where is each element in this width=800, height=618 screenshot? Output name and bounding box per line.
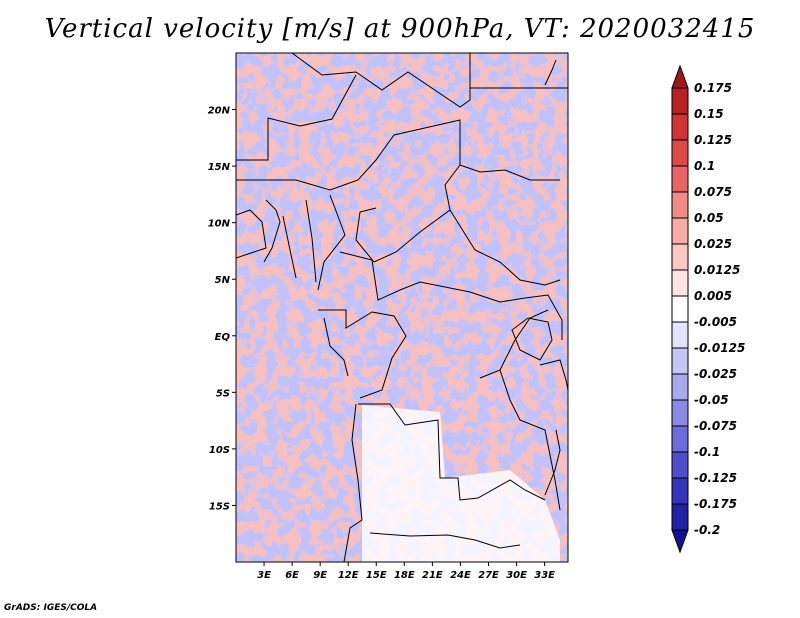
- lat-tick-label: 5S: [216, 388, 230, 399]
- colorbar-label: 0.1: [694, 159, 715, 173]
- lon-tick-label: 12E: [338, 570, 359, 581]
- lon-tick-label: 24E: [450, 570, 471, 581]
- colorbar-swatch: [671, 347, 689, 375]
- colorbar-label: -0.125: [694, 471, 737, 485]
- colorbar-label: -0.025: [694, 367, 737, 381]
- lat-tick-label: 15N: [208, 162, 231, 173]
- colorbar-swatch: [671, 165, 689, 193]
- longitude-axis: 3E 6E 9E 12E 15E 18E 21E 24E 27E 30E 33E: [257, 562, 555, 581]
- lat-tick-label: EQ: [215, 332, 231, 343]
- colorbar-swatch: [671, 425, 689, 453]
- colorbar-label: -0.05: [694, 393, 729, 407]
- lat-tick-label: 15S: [209, 501, 230, 512]
- country-borders: [236, 53, 568, 562]
- lon-tick-label: 6E: [285, 570, 299, 581]
- colorbar-swatch: [671, 191, 689, 219]
- colorbar-label: -0.175: [694, 497, 737, 511]
- lat-tick-label: 10N: [208, 219, 231, 230]
- grads-credit: GrADS: IGES/COLA: [4, 603, 98, 613]
- colorbar-label: 0.175: [694, 81, 732, 95]
- map-area: [236, 53, 568, 562]
- colorbar-swatch: [671, 243, 689, 271]
- lon-tick-label: 21E: [422, 570, 443, 581]
- colorbar-label: 0.0125: [694, 263, 740, 277]
- colorbar-label: 0.05: [694, 211, 724, 225]
- lon-tick-label: 33E: [534, 570, 555, 581]
- colorbar-top-triangle: [671, 64, 689, 89]
- colorbar-swatch: [671, 321, 689, 349]
- colorbar-bottom-triangle: [671, 529, 689, 554]
- colorbar-swatch: [671, 217, 689, 245]
- colorbar-label: 0.075: [694, 185, 732, 199]
- colorbar: 0.175 0.15 0.125 0.1 0.075 0.05 0.025 0.0125 0.0…: [671, 64, 745, 554]
- colorbar-label: -0.005: [694, 315, 737, 329]
- colorbar-label: 0.005: [694, 289, 732, 303]
- chart-title: Vertical velocity [m/s] at 900hPa, VT: 2…: [44, 14, 756, 44]
- lon-tick-label: 27E: [478, 570, 499, 581]
- lon-tick-label: 18E: [394, 570, 415, 581]
- lon-tick-label: 30E: [506, 570, 527, 581]
- lat-tick-label: 5N: [215, 275, 231, 286]
- colorbar-label: -0.2: [694, 523, 720, 537]
- lon-tick-label: 15E: [366, 570, 387, 581]
- colorbar-label: 0.025: [694, 237, 732, 251]
- lon-tick-label: 3E: [257, 570, 271, 581]
- colorbar-swatch: [671, 451, 689, 479]
- lon-tick-label: 9E: [313, 570, 327, 581]
- colorbar-label: 0.125: [694, 133, 732, 147]
- colorbar-label: -0.1: [694, 445, 720, 459]
- lat-tick-label: 20N: [208, 106, 231, 117]
- colorbar-swatch: [671, 373, 689, 401]
- colorbar-swatch: [671, 139, 689, 167]
- colorbar-label: -0.075: [694, 419, 737, 433]
- colorbar-swatch: [671, 477, 689, 505]
- colorbar-swatch: [671, 269, 689, 297]
- calm-region-angola: [362, 405, 560, 562]
- colorbar-swatch: [671, 87, 689, 115]
- colorbar-swatch: [671, 113, 689, 141]
- colorbar-swatch: [671, 503, 689, 531]
- colorbar-label: -0.0125: [694, 341, 745, 355]
- lat-tick-label: 10S: [209, 445, 230, 456]
- colorbar-label: 0.15: [694, 107, 724, 121]
- colorbar-swatch: [671, 399, 689, 427]
- latitude-axis: 20N 15N 10N 5N EQ 5S 10S 15S: [208, 106, 236, 512]
- map-frame: [235, 52, 569, 563]
- colorbar-swatch: [671, 295, 689, 323]
